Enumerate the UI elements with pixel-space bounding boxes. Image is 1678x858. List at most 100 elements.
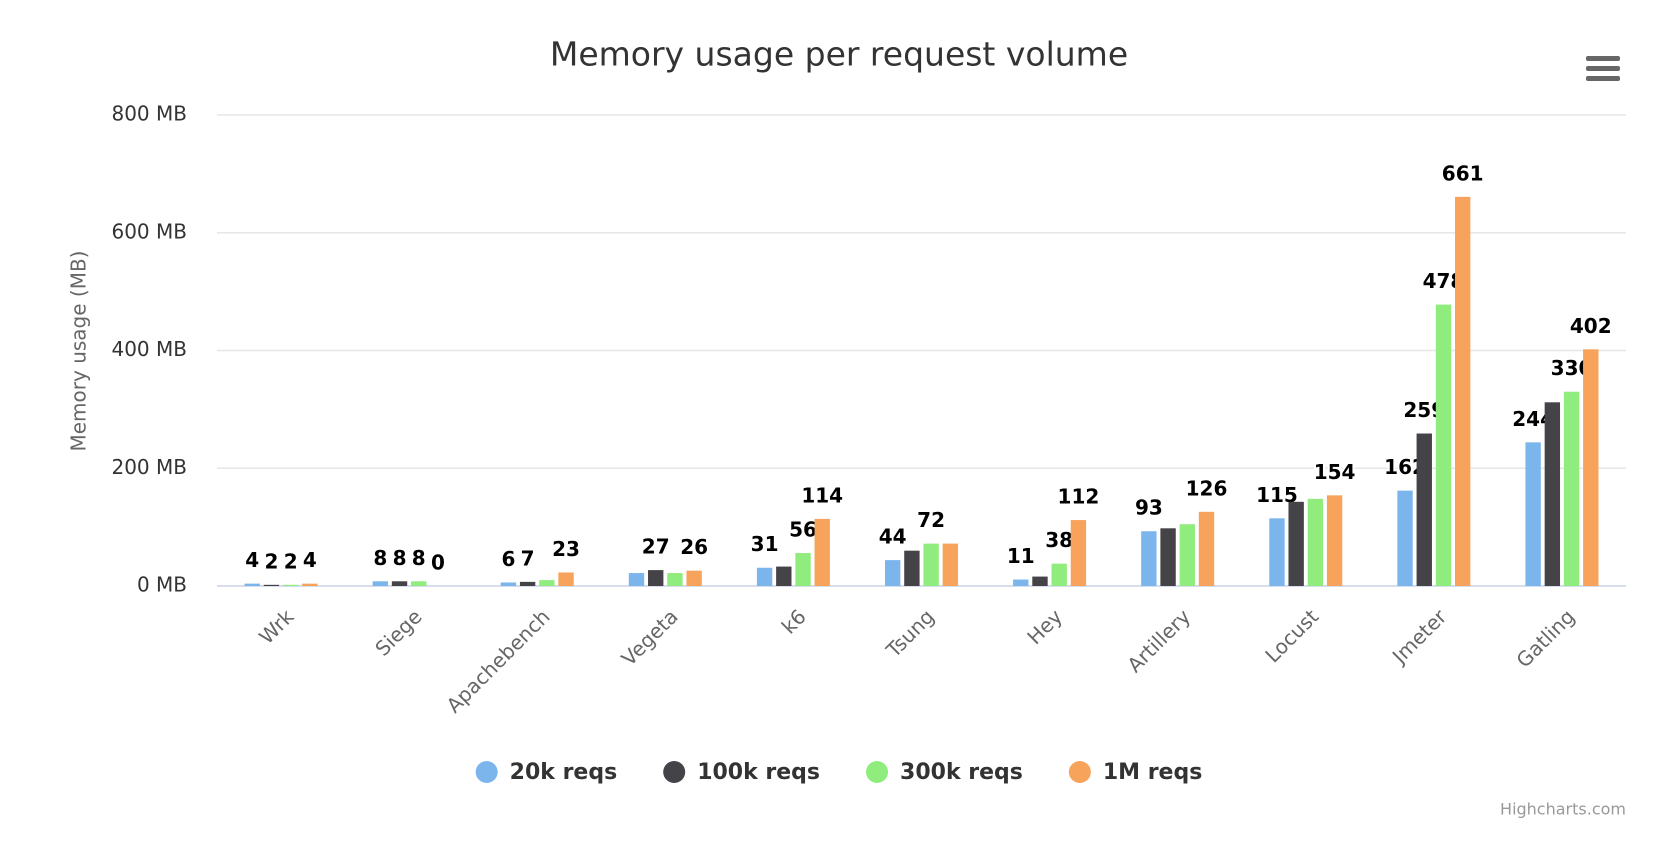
bar [942,543,959,586]
legend-label: 300k reqs [900,760,1023,785]
bar [1525,442,1541,586]
y-tick-label: 200 MB [111,455,187,479]
bar [519,581,536,586]
bar [1070,520,1087,586]
x-tick-label: Vegeta [617,604,683,670]
bar [1179,524,1195,586]
bar [302,583,318,586]
bar [648,570,664,586]
data-label: 31 [751,532,779,556]
bar [500,582,517,586]
legend-marker [475,761,498,783]
data-label: 126 [1186,476,1228,500]
data-label: 402 [1570,314,1612,338]
bar [923,543,939,586]
bar [372,581,389,586]
bar [1198,511,1215,586]
menu-bar [1586,56,1620,61]
data-label: 26 [680,535,708,559]
bar [795,553,811,586]
data-label: 8 [412,546,426,570]
bar [1288,501,1304,586]
y-tick-label: 600 MB [111,219,187,243]
data-label: 7 [521,546,535,570]
bar [1051,563,1067,586]
bar [1013,579,1029,586]
legend-label: 20k reqs [510,760,618,785]
legend-marker [1068,761,1091,783]
bar [1397,490,1413,586]
menu-bar [1586,66,1620,71]
legend-item[interactable]: 100k reqs [663,760,820,785]
x-tick-label: Apachebench [442,604,555,717]
y-axis-title: Memory usage (MB) [67,251,91,452]
legend-label: 1M reqs [1103,760,1202,785]
data-label: 8 [393,546,407,570]
data-label: 154 [1314,460,1356,484]
data-label: 93 [1135,496,1163,520]
bar [391,581,408,586]
bar [539,580,555,586]
legend: 20k reqs 100k reqs 300k reqs 1M reqs [475,760,1202,785]
chart-title: Memory usage per request volume [550,35,1128,74]
y-tick-label: 0 MB [137,573,187,597]
data-label: 72 [917,508,945,532]
bar [282,584,299,586]
legend-item[interactable]: 20k reqs [475,760,618,785]
data-label: 4 [245,548,259,572]
bar [244,583,260,586]
legend-label: 100k reqs [697,760,820,785]
bar [884,560,901,586]
bar [1269,518,1285,586]
bar [686,570,702,586]
bar [667,573,683,586]
x-tick-label: k6 [777,604,811,638]
x-tick-label: Hey [1022,604,1067,649]
bar [628,573,645,586]
legend-item[interactable]: 1M reqs [1068,760,1202,785]
data-label: 11 [1007,544,1035,568]
x-tick-label: Locust [1260,604,1323,667]
bar [1160,528,1176,586]
data-label: 661 [1442,161,1484,185]
data-label: 27 [642,535,670,559]
data-label: 2 [284,549,298,573]
bar [1326,495,1343,586]
bar [1563,391,1580,586]
data-label: 4 [303,548,317,572]
x-tick-label: Jmeter [1386,604,1452,670]
bar [1307,498,1324,586]
legend-marker [663,761,686,783]
menu-button[interactable] [1586,56,1620,81]
bar [1435,304,1452,586]
bar [411,581,427,586]
menu-bar [1586,76,1620,81]
bar [1583,349,1599,586]
data-label: 56 [789,518,817,542]
y-tick-label: 800 MB [111,102,187,126]
data-label: 8 [373,546,387,570]
data-label: 38 [1045,528,1073,552]
data-label: 2 [264,549,278,573]
bar [558,572,574,586]
bar [263,584,280,586]
legend-marker [866,761,889,783]
x-tick-label: Wrk [254,604,299,649]
data-label: 44 [879,525,907,549]
data-label: 6 [501,547,515,571]
legend-item[interactable]: 300k reqs [866,760,1023,785]
bar [1544,402,1561,586]
x-tick-label: Gatling [1511,604,1579,672]
bar [1454,196,1471,586]
data-label: 114 [801,483,843,507]
credit[interactable]: Highcharts.com [1500,800,1626,819]
data-label: 23 [552,537,580,561]
bar [776,566,792,586]
x-tick-label: Siege [370,604,426,660]
bar [1032,576,1048,586]
x-tick-label: Tsung [881,604,939,662]
bar [1416,433,1432,586]
bar [814,518,830,586]
x-tick-label: Artillery [1122,604,1195,677]
